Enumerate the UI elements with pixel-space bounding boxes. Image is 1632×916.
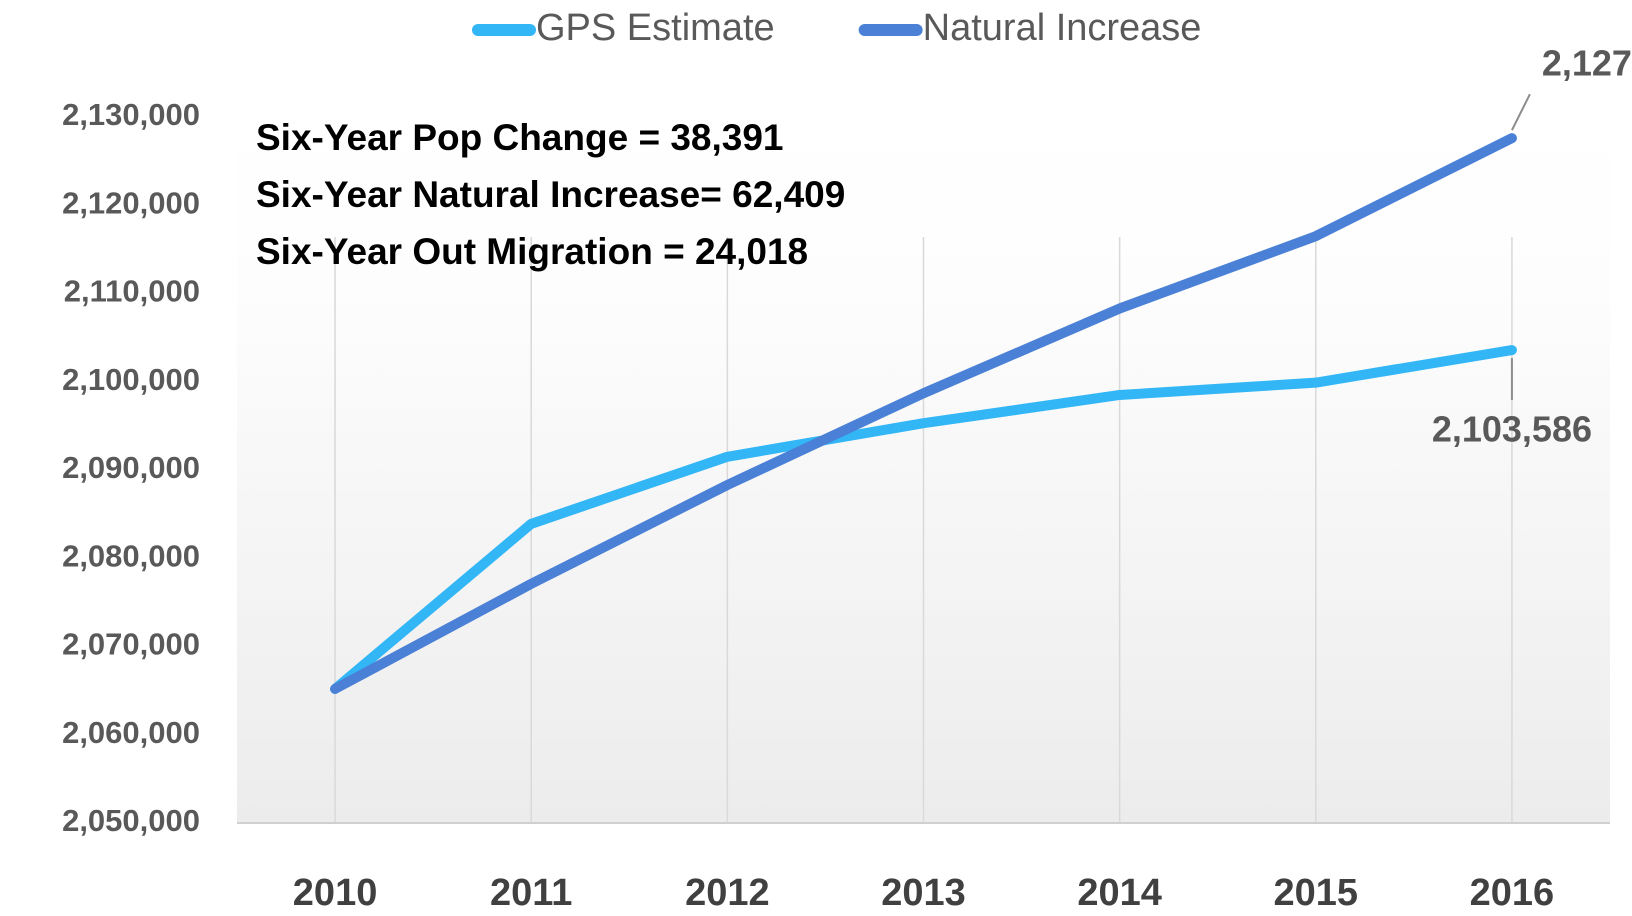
x-tick-label: 2015	[1274, 872, 1359, 914]
annotation: Six-Year Out Migration = 24,018	[256, 231, 808, 272]
legend-label: GPS Estimate	[536, 7, 775, 49]
data-label: 2,103,586	[1432, 409, 1592, 450]
y-tick-label: 2,070,000	[62, 627, 200, 662]
x-tick-label: 2012	[685, 872, 770, 914]
y-tick-label: 2,080,000	[62, 538, 200, 573]
y-tick-label: 2,110,000	[64, 274, 200, 309]
annotation: Six-Year Natural Increase= 62,409	[256, 174, 845, 215]
y-tick-label: 2,090,000	[62, 450, 200, 485]
x-tick-label: 2010	[293, 872, 378, 914]
legend-label: Natural Increase	[923, 7, 1202, 49]
data-label: 2,127,604	[1542, 43, 1632, 84]
series-line	[330, 345, 1517, 694]
annotation: Six-Year Pop Change = 38,391	[256, 117, 784, 158]
y-tick-label: 2,100,000	[62, 362, 200, 397]
x-tick-label: 2013	[881, 872, 966, 914]
series-line	[330, 133, 1517, 694]
leader-line	[1511, 93, 1531, 131]
y-tick-label: 2,130,000	[62, 97, 200, 132]
x-tick-label: 2016	[1470, 872, 1555, 914]
y-tick-label: 2,050,000	[62, 803, 200, 838]
x-tick-label: 2011	[490, 872, 572, 914]
x-tick-label: 2014	[1077, 872, 1162, 914]
y-tick-label: 2,060,000	[62, 715, 200, 750]
y-tick-label: 2,120,000	[62, 185, 200, 220]
